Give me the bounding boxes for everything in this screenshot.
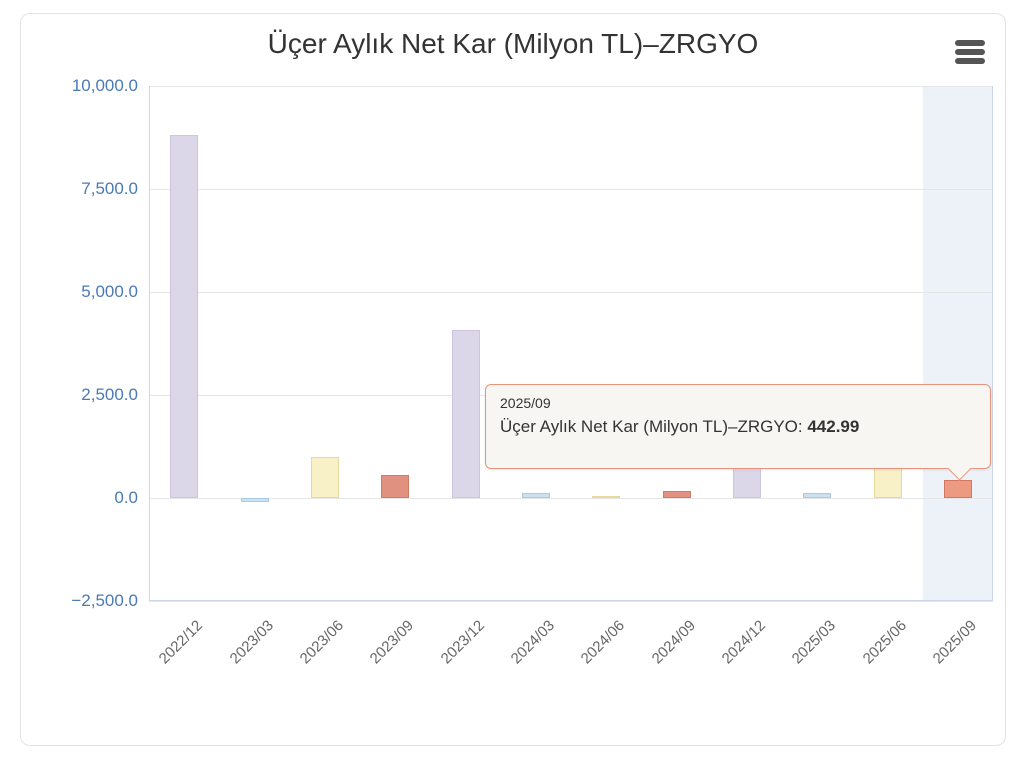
bar-2022/12[interactable] [170, 135, 199, 498]
plot-area [149, 86, 993, 602]
y-axis-tick-label: 10,000.0 [71, 76, 138, 95]
bar-2025/09[interactable] [943, 479, 972, 498]
y-axis-tick-label: 7,500.0 [81, 179, 138, 198]
gridline [149, 292, 993, 293]
gridline [149, 86, 993, 87]
chart-title: Üçer Aylık Net Kar (Milyon TL)–ZRGYO [267, 28, 759, 59]
plot-right-border [992, 86, 993, 601]
bar-2023/09[interactable] [381, 474, 410, 498]
x-axis-tick-label: 2023/12 [437, 617, 488, 668]
tooltip: 2025/09 Üçer Aylık Net Kar (Milyon TL)–Z… [485, 384, 991, 481]
y-axis-tick-label: −2,500.0 [71, 591, 138, 610]
y-axis-tick-label: 0.0 [114, 488, 138, 507]
x-axis-tick-label: 2023/09 [366, 617, 418, 668]
bar-2024/03[interactable] [521, 492, 550, 498]
bar-2024/09[interactable] [662, 491, 691, 498]
tooltip-header: 2025/09 [500, 395, 551, 411]
x-axis-tick-label: 2023/03 [226, 617, 277, 668]
bar-2024/06[interactable] [592, 496, 621, 499]
x-axis-tick-label: 2024/03 [507, 617, 558, 668]
chart-card: Üçer Aylık Net Kar (Milyon TL)–ZRGYO 10,… [20, 13, 1006, 746]
gridline [149, 189, 993, 190]
bar-2025/03[interactable] [803, 493, 832, 498]
tooltip-series-label: Üçer Aylık Net Kar (Milyon TL)–ZRGYO [500, 417, 798, 436]
chart-context-menu-button[interactable] [953, 38, 987, 68]
x-axis-tick-label: 2025/09 [929, 617, 980, 668]
x-axis-tick-label: 2024/06 [577, 617, 629, 668]
x-axis-tick-label: 2025/06 [859, 617, 910, 668]
x-axis-tick-label: 2024/12 [718, 617, 769, 668]
x-axis-tick-label: 2024/09 [648, 617, 699, 668]
hamburger-menu-icon [953, 39, 987, 64]
gridline [149, 498, 993, 499]
y-axis-line [149, 86, 150, 601]
x-axis-line [149, 600, 993, 601]
tooltip-value: 442.99 [807, 417, 860, 436]
y-axis-tick-label: 2,500.0 [81, 385, 138, 404]
tooltip-separator: : [797, 417, 808, 436]
gridline [149, 601, 993, 602]
x-axis-tick-label: 2025/03 [788, 617, 840, 668]
bar-2023/12[interactable] [451, 329, 480, 498]
bar-2023/03[interactable] [240, 498, 269, 503]
x-axis-tick-label: 2023/06 [296, 617, 347, 668]
highlight-plot-band [922, 86, 993, 601]
x-axis-tick-label: 2022/12 [155, 617, 207, 668]
bar-2023/06[interactable] [310, 456, 339, 498]
y-axis-tick-label: 5,000.0 [81, 282, 138, 301]
tooltip-body: Üçer Aylık Net Kar (Milyon TL)–ZRGYO: 44… [500, 417, 976, 437]
